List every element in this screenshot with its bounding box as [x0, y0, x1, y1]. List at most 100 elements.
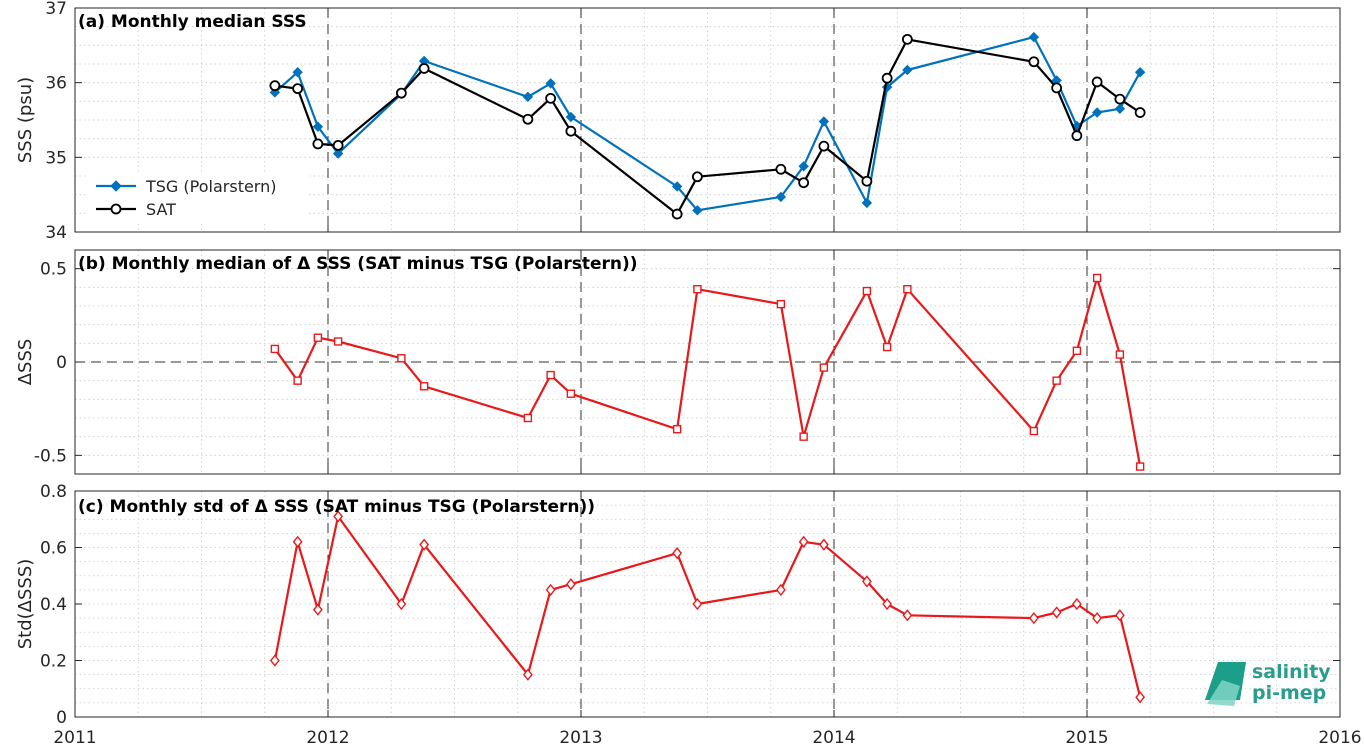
y-axis-label: SSS (psu) [15, 77, 36, 163]
data-point [333, 510, 344, 523]
data-point [546, 370, 555, 380]
data-point [395, 87, 407, 99]
data-point [397, 354, 406, 363]
data-point [672, 425, 682, 434]
data-point [881, 72, 893, 84]
data-point [523, 413, 533, 423]
data-point [269, 87, 281, 98]
x-tick-label: 2014 [812, 728, 855, 745]
panel-title: (c) Monthly std of Δ SSS (SAT minus TSG … [78, 497, 595, 517]
data-point [861, 197, 873, 209]
data-point [565, 578, 576, 591]
data-point [692, 205, 703, 216]
x-tick-label: 2013 [559, 728, 602, 745]
data-point [269, 654, 280, 667]
data-point [692, 597, 703, 611]
y-tick-label: 0 [56, 353, 67, 373]
data-point [1029, 426, 1039, 436]
y-tick-label: 0 [56, 708, 67, 728]
data-point [882, 597, 893, 611]
logo-wave [1207, 680, 1240, 706]
data-point [565, 111, 577, 123]
data-point [522, 113, 534, 125]
data-point [522, 91, 534, 103]
y-tick-label: 0.6 [40, 539, 67, 559]
y-tick-label: 0.8 [40, 482, 67, 502]
x-tick-label: 2016 [1318, 728, 1361, 745]
data-point [312, 121, 324, 132]
data-point [671, 181, 683, 192]
y-tick-label: 0.2 [40, 652, 67, 672]
data-point [418, 63, 430, 74]
data-point [566, 389, 576, 398]
panel-title: (b) Monthly median of Δ SSS (SAT minus T… [78, 254, 638, 274]
data-point [1051, 606, 1062, 619]
legend-marker-sat [110, 203, 122, 215]
data-point [671, 208, 683, 220]
logo-line2: pi-mep [1252, 682, 1326, 704]
data-point [292, 67, 303, 78]
data-point [1135, 691, 1146, 704]
data-point [1091, 107, 1103, 118]
y-tick-label: 36 [45, 74, 67, 94]
data-point [545, 92, 557, 104]
data-point [1134, 107, 1146, 118]
data-point [545, 78, 556, 89]
data-point [292, 83, 304, 95]
data-point [798, 161, 809, 172]
data-point [672, 547, 683, 560]
data-point [1114, 103, 1126, 115]
data-point [819, 363, 829, 372]
data-point [903, 285, 912, 294]
data-point [419, 382, 429, 391]
data-point [1028, 612, 1039, 625]
data-point [312, 603, 323, 616]
x-tick-label: 2015 [1065, 728, 1108, 745]
data-point [1114, 609, 1125, 622]
data-point [775, 583, 786, 596]
data-point [293, 376, 302, 385]
y-tick-label: 0.4 [40, 595, 67, 615]
data-point [1052, 376, 1061, 385]
data-point [1115, 350, 1125, 359]
legend-marker-tsg [110, 180, 122, 192]
legend: TSG (Polarstern) SAT [86, 172, 308, 224]
data-point [799, 432, 808, 441]
legend-label-tsg: TSG (Polarstern) [145, 177, 276, 196]
data-point [332, 139, 344, 151]
data-point [882, 342, 892, 352]
y-axis-label: Std(ΔSSS) [15, 559, 36, 650]
data-point [565, 125, 577, 137]
data-point [862, 286, 872, 296]
data-point [1072, 346, 1082, 355]
data-point [861, 575, 872, 588]
data-point [691, 171, 703, 183]
data-point [1028, 31, 1040, 43]
data-point [1135, 462, 1145, 471]
data-point [522, 668, 533, 681]
panel-b: -0.5 0 0.5 ΔSSS (b) Monthly median of Δ SSS … [15, 249, 1341, 475]
y-tick-label: 37 [45, 0, 67, 19]
data-point [818, 116, 830, 127]
data-point [545, 583, 556, 596]
y-tick-label: 0.5 [40, 260, 67, 280]
salinity-pi-mep-logo: salinity pi-mep [1205, 661, 1331, 706]
data-point [419, 538, 430, 551]
data-point [818, 538, 829, 551]
data-point [1092, 612, 1103, 625]
data-point [1051, 82, 1063, 94]
data-point [775, 191, 787, 203]
y-axis-label: ΔSSS [15, 339, 36, 386]
y-tick-label: 35 [45, 148, 67, 168]
axes-frame [74, 7, 1341, 233]
data-point [313, 333, 323, 342]
data-point [798, 535, 809, 548]
data-point [1114, 93, 1126, 105]
data-point [775, 163, 787, 175]
data-point [396, 597, 407, 611]
x-tick-label: 2012 [306, 728, 349, 745]
x-tick-label: 2011 [53, 728, 96, 745]
data-point [292, 535, 303, 548]
data-point [818, 140, 830, 152]
